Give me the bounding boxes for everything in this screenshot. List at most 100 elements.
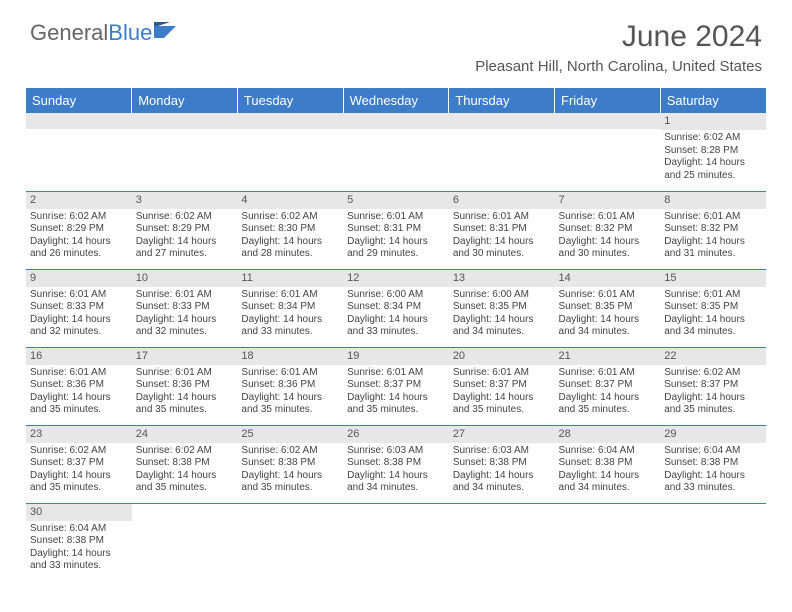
calendar-cell [343, 503, 449, 581]
day-detail-line: Sunset: 8:37 PM [30, 457, 128, 470]
day-detail-line: Daylight: 14 hours [30, 548, 128, 561]
day-number: 25 [237, 426, 343, 443]
day-detail-line: Sunrise: 6:04 AM [559, 445, 657, 458]
day-detail-line: Sunrise: 6:01 AM [347, 211, 445, 224]
calendar-row: 23Sunrise: 6:02 AMSunset: 8:37 PMDayligh… [26, 425, 766, 503]
calendar-cell: 16Sunrise: 6:01 AMSunset: 8:36 PMDayligh… [26, 347, 132, 425]
day-detail-line: Sunset: 8:38 PM [559, 457, 657, 470]
day-detail-line: Sunrise: 6:02 AM [241, 445, 339, 458]
day-detail-line: Sunset: 8:33 PM [136, 301, 234, 314]
day-detail-line: and 30 minutes. [453, 248, 551, 261]
calendar-cell [555, 503, 661, 581]
day-details: Sunrise: 6:00 AMSunset: 8:34 PMDaylight:… [343, 287, 449, 343]
day-detail-line: Daylight: 14 hours [30, 392, 128, 405]
day-detail-line: and 35 minutes. [241, 482, 339, 495]
day-detail-line: Daylight: 14 hours [241, 470, 339, 483]
day-detail-line: and 28 minutes. [241, 248, 339, 261]
calendar-cell [237, 113, 343, 191]
day-detail-line: Daylight: 14 hours [347, 314, 445, 327]
calendar-cell: 4Sunrise: 6:02 AMSunset: 8:30 PMDaylight… [237, 191, 343, 269]
calendar-cell: 26Sunrise: 6:03 AMSunset: 8:38 PMDayligh… [343, 425, 449, 503]
day-details: Sunrise: 6:02 AMSunset: 8:29 PMDaylight:… [26, 209, 132, 265]
flag-icon [154, 20, 180, 46]
month-title: June 2024 [475, 20, 762, 54]
day-detail-line: Daylight: 14 hours [559, 314, 657, 327]
day-details: Sunrise: 6:02 AMSunset: 8:38 PMDaylight:… [132, 443, 238, 499]
day-detail-line: Sunset: 8:28 PM [664, 145, 762, 158]
day-number: 15 [660, 270, 766, 287]
day-detail-line: Sunrise: 6:02 AM [136, 211, 234, 224]
logo: GeneralBlue [30, 20, 180, 46]
day-detail-line: Sunset: 8:37 PM [559, 379, 657, 392]
day-detail-line: Sunset: 8:36 PM [136, 379, 234, 392]
day-details: Sunrise: 6:01 AMSunset: 8:31 PMDaylight:… [449, 209, 555, 265]
calendar-cell [132, 503, 238, 581]
day-detail-line: Sunset: 8:35 PM [453, 301, 551, 314]
day-number: 27 [449, 426, 555, 443]
day-number: 20 [449, 348, 555, 365]
calendar-cell: 18Sunrise: 6:01 AMSunset: 8:36 PMDayligh… [237, 347, 343, 425]
day-detail-line: and 35 minutes. [30, 482, 128, 495]
day-number: 23 [26, 426, 132, 443]
day-detail-line: and 34 minutes. [559, 326, 657, 339]
calendar-cell: 23Sunrise: 6:02 AMSunset: 8:37 PMDayligh… [26, 425, 132, 503]
calendar-cell: 12Sunrise: 6:00 AMSunset: 8:34 PMDayligh… [343, 269, 449, 347]
day-detail-line: Daylight: 14 hours [30, 470, 128, 483]
calendar-cell: 6Sunrise: 6:01 AMSunset: 8:31 PMDaylight… [449, 191, 555, 269]
day-number: 11 [237, 270, 343, 287]
day-detail-line: Sunrise: 6:02 AM [30, 211, 128, 224]
day-detail-line: Daylight: 14 hours [347, 236, 445, 249]
day-details: Sunrise: 6:00 AMSunset: 8:35 PMDaylight:… [449, 287, 555, 343]
day-number: 2 [26, 192, 132, 209]
day-detail-line: Sunset: 8:36 PM [30, 379, 128, 392]
day-detail-line: Daylight: 14 hours [453, 314, 551, 327]
calendar-table: Sunday Monday Tuesday Wednesday Thursday… [26, 88, 766, 581]
day-detail-line: Daylight: 14 hours [241, 236, 339, 249]
logo-text-2: Blue [108, 20, 152, 46]
day-details: Sunrise: 6:01 AMSunset: 8:33 PMDaylight:… [26, 287, 132, 343]
day-number: 3 [132, 192, 238, 209]
calendar-cell: 21Sunrise: 6:01 AMSunset: 8:37 PMDayligh… [555, 347, 661, 425]
calendar-cell: 30Sunrise: 6:04 AMSunset: 8:38 PMDayligh… [26, 503, 132, 581]
day-detail-line: Sunrise: 6:00 AM [347, 289, 445, 302]
day-detail-line: and 32 minutes. [136, 326, 234, 339]
day-details: Sunrise: 6:01 AMSunset: 8:32 PMDaylight:… [660, 209, 766, 265]
day-details: Sunrise: 6:01 AMSunset: 8:37 PMDaylight:… [555, 365, 661, 421]
day-number: 10 [132, 270, 238, 287]
day-detail-line: and 34 minutes. [664, 326, 762, 339]
calendar-row: 30Sunrise: 6:04 AMSunset: 8:38 PMDayligh… [26, 503, 766, 581]
day-detail-line: Sunset: 8:38 PM [347, 457, 445, 470]
calendar-cell: 24Sunrise: 6:02 AMSunset: 8:38 PMDayligh… [132, 425, 238, 503]
day-detail-line: Sunrise: 6:01 AM [453, 211, 551, 224]
day-number: 9 [26, 270, 132, 287]
day-detail-line: Sunset: 8:29 PM [30, 223, 128, 236]
day-detail-line: and 30 minutes. [559, 248, 657, 261]
day-number: 8 [660, 192, 766, 209]
calendar-cell: 8Sunrise: 6:01 AMSunset: 8:32 PMDaylight… [660, 191, 766, 269]
logo-text-1: General [30, 20, 108, 46]
day-detail-line: Daylight: 14 hours [453, 236, 551, 249]
day-number: 14 [555, 270, 661, 287]
day-number: 26 [343, 426, 449, 443]
day-detail-line: Sunset: 8:37 PM [664, 379, 762, 392]
day-detail-line: Sunset: 8:35 PM [664, 301, 762, 314]
empty-day-band [237, 113, 343, 129]
day-detail-line: and 35 minutes. [136, 482, 234, 495]
day-number: 4 [237, 192, 343, 209]
calendar-cell: 20Sunrise: 6:01 AMSunset: 8:37 PMDayligh… [449, 347, 555, 425]
day-detail-line: Daylight: 14 hours [241, 314, 339, 327]
calendar-cell: 13Sunrise: 6:00 AMSunset: 8:35 PMDayligh… [449, 269, 555, 347]
calendar-cell [237, 503, 343, 581]
calendar-cell [555, 113, 661, 191]
day-detail-line: Daylight: 14 hours [136, 314, 234, 327]
day-detail-line: Daylight: 14 hours [559, 236, 657, 249]
calendar-cell [660, 503, 766, 581]
title-block: June 2024 Pleasant Hill, North Carolina,… [475, 20, 762, 75]
day-details: Sunrise: 6:02 AMSunset: 8:37 PMDaylight:… [26, 443, 132, 499]
day-detail-line: Sunrise: 6:01 AM [664, 211, 762, 224]
day-detail-line: Sunset: 8:35 PM [559, 301, 657, 314]
day-detail-line: Sunset: 8:38 PM [30, 535, 128, 548]
empty-day-band [132, 113, 238, 129]
day-detail-line: and 33 minutes. [664, 482, 762, 495]
day-number: 12 [343, 270, 449, 287]
